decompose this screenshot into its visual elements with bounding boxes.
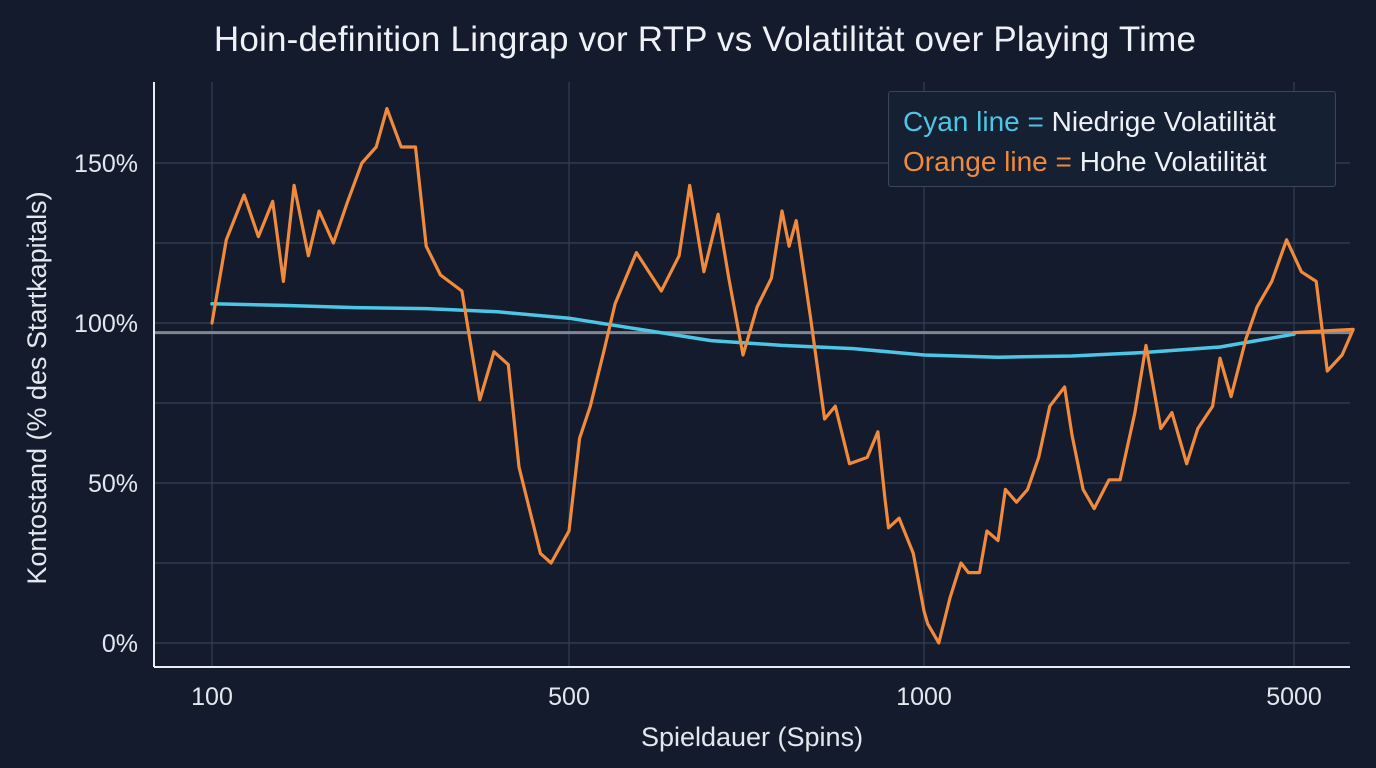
orange-series-line	[210, 106, 1355, 645]
y-tick-labels: 0% 50% 100% 150%	[74, 150, 138, 658]
y-axis-label: Kontostand (% des Startkapitals)	[22, 191, 52, 584]
cyan-series-line	[210, 302, 1296, 359]
x-tick-labels: 100 500 1000 5000	[191, 683, 1322, 711]
legend: Cyan line = Niedrige Volatilität Orange …	[888, 91, 1336, 187]
series-group	[210, 106, 1355, 645]
x-axis-label: Spieldauer (Spins)	[641, 722, 863, 752]
y-tick-label: 50%	[88, 470, 138, 498]
x-tick-label: 500	[548, 683, 590, 711]
legend-entry-orange: Orange line = Hohe Volatilität	[903, 142, 1321, 182]
x-tick-label: 1000	[896, 683, 952, 711]
legend-key-cyan: Cyan line	[903, 106, 1020, 137]
x-tick-label: 5000	[1266, 683, 1322, 711]
y-tick-label: 0%	[102, 630, 138, 658]
axes	[153, 82, 1350, 668]
legend-key-orange: Orange line	[903, 146, 1048, 177]
chart-title: Hoin-definition Lingrap vor RTP vs Volat…	[213, 20, 1197, 59]
y-tick-label: 150%	[74, 150, 138, 178]
legend-entry-cyan: Cyan line = Niedrige Volatilität	[903, 102, 1321, 142]
legend-equals-cyan: =	[1027, 106, 1044, 137]
legend-desc-orange: Hohe Volatilität	[1079, 146, 1267, 177]
legend-desc-cyan: Niedrige Volatilität	[1051, 106, 1276, 137]
legend-equals-orange: =	[1055, 146, 1072, 177]
y-tick-label: 100%	[74, 310, 138, 338]
grid	[154, 82, 1350, 667]
x-tick-label: 100	[191, 683, 233, 711]
